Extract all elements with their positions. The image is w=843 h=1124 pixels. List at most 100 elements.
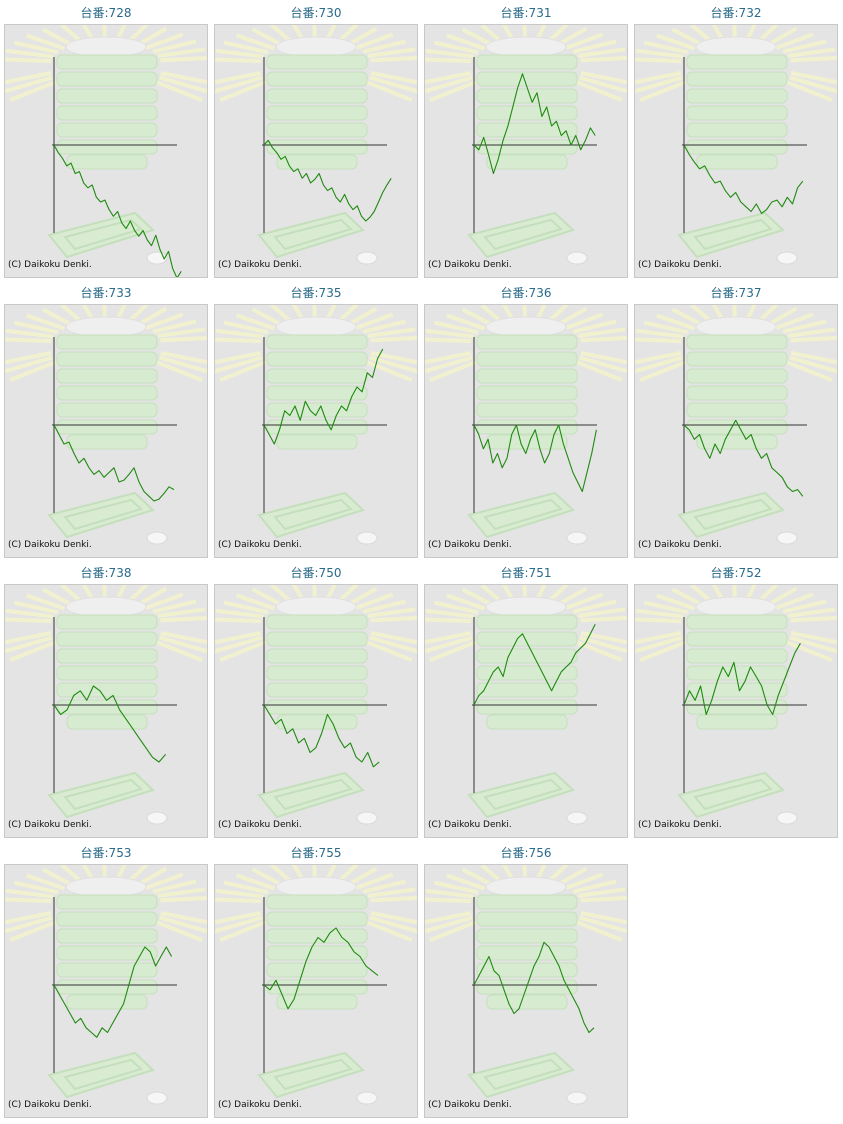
tray-decoration xyxy=(47,491,155,539)
coin-decoration xyxy=(566,531,588,545)
medal-stack-decoration xyxy=(476,316,578,450)
tray-decoration xyxy=(257,771,365,819)
chart-cell: 台番:751 (C) Daikoku Denki. xyxy=(424,564,628,844)
chart-svg xyxy=(5,305,207,545)
chart-frame: (C) Daikoku Denki. xyxy=(214,584,418,838)
data-series-line xyxy=(683,419,804,497)
chart-cell: 台番:755 (C) Daikoku Denki. xyxy=(214,844,418,1124)
chart-title[interactable]: 台番:728 xyxy=(80,6,132,20)
copyright-text: (C) Daikoku Denki. xyxy=(8,820,92,830)
coin-decoration xyxy=(146,531,168,545)
chart-title[interactable]: 台番:730 xyxy=(290,6,342,20)
chart-svg xyxy=(215,305,417,545)
chart-svg xyxy=(215,585,417,825)
tray-decoration xyxy=(257,211,365,259)
chart-cell: 台番:750 (C) Daikoku Denki. xyxy=(214,564,418,844)
chart-title[interactable]: 台番:738 xyxy=(80,566,132,580)
tray-decoration xyxy=(257,1051,365,1099)
copyright-text: (C) Daikoku Denki. xyxy=(218,1100,302,1110)
medal-stack-decoration xyxy=(56,316,158,450)
chart-cell: 台番:728 (C) Daikoku Denki. xyxy=(4,4,208,284)
data-series-line xyxy=(53,946,173,1038)
chart-frame: (C) Daikoku Denki. xyxy=(4,304,208,558)
data-series-line xyxy=(53,685,167,763)
chart-frame: (C) Daikoku Denki. xyxy=(634,584,838,838)
medal-stack-decoration xyxy=(476,596,578,730)
medal-stack-decoration xyxy=(476,876,578,1010)
coin-decoration xyxy=(566,251,588,265)
data-series-line xyxy=(53,424,175,502)
chart-cell: 台番:753 (C) Daikoku Denki. xyxy=(4,844,208,1124)
chart-frame: (C) Daikoku Denki. xyxy=(4,24,208,278)
coin-decoration xyxy=(566,811,588,825)
medal-stack-decoration xyxy=(56,596,158,730)
tray-decoration xyxy=(677,491,785,539)
chart-cell: 台番:731 (C) Daikoku Denki. xyxy=(424,4,628,284)
chart-title[interactable]: 台番:755 xyxy=(290,846,342,860)
tray-decoration xyxy=(677,211,785,259)
sun-rays-decoration xyxy=(215,25,417,102)
chart-svg xyxy=(5,585,207,825)
chart-svg xyxy=(425,585,627,825)
chart-frame: (C) Daikoku Denki. xyxy=(424,24,628,278)
chart-frame: (C) Daikoku Denki. xyxy=(424,304,628,558)
data-series-line xyxy=(53,144,182,277)
chart-cell: 台番:732 (C) Daikoku Denki. xyxy=(634,4,838,284)
tray-decoration xyxy=(47,771,155,819)
tray-decoration xyxy=(467,1051,575,1099)
copyright-text: (C) Daikoku Denki. xyxy=(218,260,302,270)
sun-rays-decoration xyxy=(425,25,627,102)
coin-decoration xyxy=(146,1091,168,1105)
chart-cell: 台番:730 (C) Daikoku Denki. xyxy=(214,4,418,284)
coin-decoration xyxy=(356,811,378,825)
tray-decoration xyxy=(47,211,155,259)
data-series-line xyxy=(683,643,801,716)
chart-frame: (C) Daikoku Denki. xyxy=(214,304,418,558)
chart-title[interactable]: 台番:736 xyxy=(500,286,552,300)
chart-frame: (C) Daikoku Denki. xyxy=(634,24,838,278)
medal-stack-decoration xyxy=(266,876,368,1010)
chart-svg xyxy=(215,865,417,1105)
tray-decoration xyxy=(47,1051,155,1099)
coin-decoration xyxy=(776,811,798,825)
chart-title[interactable]: 台番:753 xyxy=(80,846,132,860)
coin-decoration xyxy=(776,251,798,265)
tray-decoration xyxy=(467,491,575,539)
data-series-line xyxy=(263,139,392,222)
chart-frame: (C) Daikoku Denki. xyxy=(4,864,208,1118)
chart-title[interactable]: 台番:756 xyxy=(500,846,552,860)
chart-frame: (C) Daikoku Denki. xyxy=(4,584,208,838)
chart-cell: 台番:738 (C) Daikoku Denki. xyxy=(4,564,208,844)
chart-title[interactable]: 台番:737 xyxy=(710,286,762,300)
data-series-line xyxy=(263,348,384,445)
copyright-text: (C) Daikoku Denki. xyxy=(638,540,722,550)
medal-stack-decoration xyxy=(686,596,788,730)
data-series-line xyxy=(473,73,596,175)
chart-svg xyxy=(5,25,207,277)
medal-stack-decoration xyxy=(56,876,158,1010)
chart-frame: (C) Daikoku Denki. xyxy=(634,304,838,558)
chart-frame: (C) Daikoku Denki. xyxy=(424,864,628,1118)
copyright-text: (C) Daikoku Denki. xyxy=(428,820,512,830)
chart-title[interactable]: 台番:732 xyxy=(710,6,762,20)
tray-decoration xyxy=(677,771,785,819)
chart-svg xyxy=(425,865,627,1105)
data-series-line xyxy=(263,927,379,1010)
copyright-text: (C) Daikoku Denki. xyxy=(428,1100,512,1110)
chart-cell: 台番:733 (C) Daikoku Denki. xyxy=(4,284,208,564)
copyright-text: (C) Daikoku Denki. xyxy=(428,540,512,550)
coin-decoration xyxy=(356,1091,378,1105)
chart-title[interactable]: 台番:731 xyxy=(500,6,552,20)
chart-title[interactable]: 台番:752 xyxy=(710,566,762,580)
copyright-text: (C) Daikoku Denki. xyxy=(8,260,92,270)
chart-frame: (C) Daikoku Denki. xyxy=(424,584,628,838)
data-series-line xyxy=(683,144,804,214)
chart-title[interactable]: 台番:750 xyxy=(290,566,342,580)
medal-stack-decoration xyxy=(266,316,368,450)
chart-title[interactable]: 台番:733 xyxy=(80,286,132,300)
chart-title[interactable]: 台番:751 xyxy=(500,566,552,580)
chart-frame: (C) Daikoku Denki. xyxy=(214,24,418,278)
chart-title[interactable]: 台番:735 xyxy=(290,286,342,300)
sun-rays-decoration xyxy=(215,585,417,662)
sun-rays-decoration xyxy=(425,305,627,382)
